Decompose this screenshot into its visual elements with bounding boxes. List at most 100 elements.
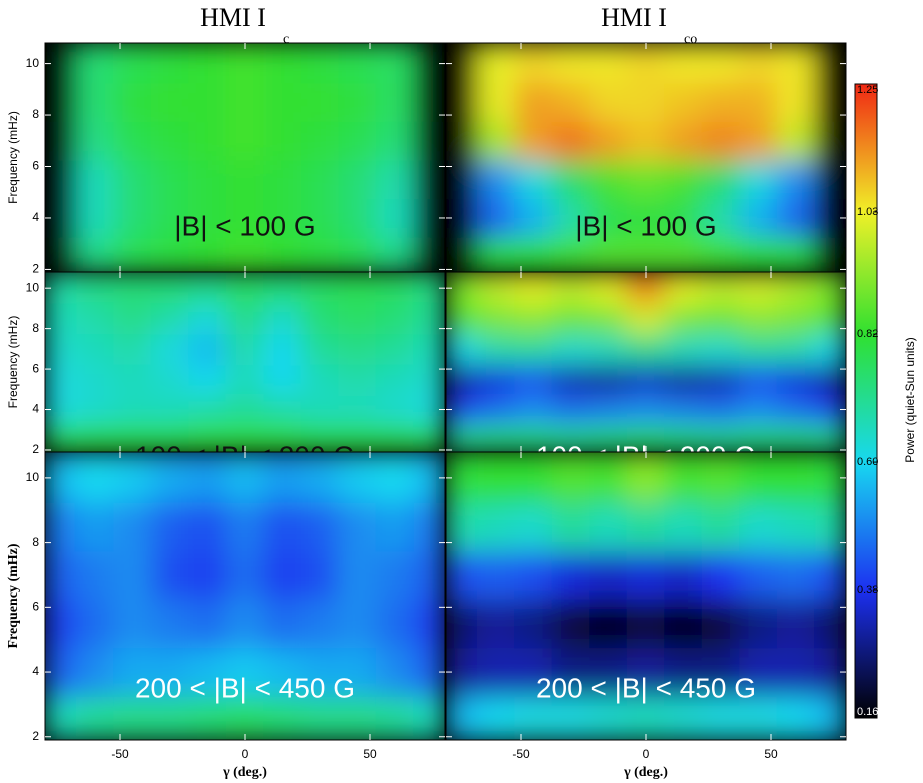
heat-cell [589, 236, 628, 272]
y-tick-label: 6 [32, 361, 39, 375]
heat-cell [551, 272, 591, 304]
heat-cell [701, 198, 741, 238]
heat-cell [476, 647, 516, 697]
heat-cell [300, 550, 340, 600]
heat-cell [626, 159, 666, 200]
heat-cell [701, 550, 741, 600]
heat-cell [701, 272, 741, 304]
heat-cell [113, 120, 152, 161]
heat-cell [150, 302, 190, 335]
heat-cell [375, 43, 415, 84]
heat-cell [589, 82, 628, 122]
heat-cell [188, 647, 227, 697]
y-tick-label: 4 [32, 664, 39, 678]
heat-cell [375, 550, 415, 600]
heat-cell [664, 198, 703, 238]
heat-cell [551, 695, 591, 740]
heat-cell [75, 120, 115, 161]
x-axis-label: γ (deg.) [623, 765, 668, 780]
heat-cell [446, 424, 478, 452]
heat-cell [626, 302, 666, 335]
heat-cell [664, 452, 703, 503]
heat-cell [739, 695, 778, 740]
heat-cell [188, 82, 227, 122]
panel-label: |B| < 100 G [174, 210, 315, 241]
heat-cell [589, 598, 628, 649]
heat-cell [375, 198, 415, 238]
heat-cell [589, 501, 628, 552]
heat-cell [776, 501, 816, 552]
heat-cell [45, 272, 77, 304]
heat-cell [776, 393, 816, 426]
heat-cell [225, 43, 265, 84]
heat-cell [188, 43, 227, 84]
heat-cell [263, 550, 302, 600]
heat-cell [375, 159, 415, 200]
heat-cell [113, 695, 152, 740]
heat-cell [113, 598, 152, 649]
heat-cell [300, 120, 340, 161]
heat-cell [338, 272, 377, 304]
y-tick-label: 8 [32, 321, 39, 335]
heat-cell [701, 695, 741, 740]
y-tick-label: 6 [32, 159, 39, 173]
heat-cell [263, 424, 302, 452]
heat-cell [338, 393, 377, 426]
heat-cell [701, 82, 741, 122]
heat-cell [776, 598, 816, 649]
heat-cell [589, 393, 628, 426]
heat-cell [514, 598, 553, 649]
heat-cell [338, 363, 377, 395]
heat-cell [300, 452, 340, 503]
heat-cell [446, 363, 478, 395]
y-tick-label: 8 [32, 535, 39, 549]
heat-cell [739, 647, 778, 697]
heat-cell [664, 333, 703, 365]
heatmap [446, 272, 846, 452]
heat-cell [814, 695, 846, 740]
heat-cell [701, 363, 741, 395]
heat-cell [263, 159, 302, 200]
heat-cell [263, 501, 302, 552]
heat-cell [225, 695, 265, 740]
heat-cell [446, 333, 478, 365]
heat-cell [263, 236, 302, 272]
heat-cell [476, 198, 516, 238]
y-axis-label: Frequency (mHz) [6, 543, 21, 648]
heat-cell [626, 333, 666, 365]
y-tick-label: 10 [26, 56, 40, 70]
heat-cell [338, 452, 377, 503]
heat-cell [626, 501, 666, 552]
x-tick-label: 50 [764, 747, 778, 761]
heat-cell [739, 501, 778, 552]
heat-cell [413, 333, 445, 365]
heat-cell [626, 363, 666, 395]
heat-cell [514, 501, 553, 552]
heat-cell [338, 333, 377, 365]
heat-cell [814, 302, 846, 335]
x-axis-label: γ (deg.) [222, 765, 267, 780]
colorbar-tick-label: 1.25 [857, 84, 878, 96]
heat-cell [664, 82, 703, 122]
y-tick-label: 10 [26, 470, 40, 484]
heat-cell [300, 272, 340, 304]
heat-cell [476, 82, 516, 122]
panel [446, 272, 846, 452]
heat-cell [150, 333, 190, 365]
heat-cell [739, 159, 778, 200]
heat-cell [75, 452, 115, 503]
heat-cell [300, 363, 340, 395]
heat-cell [476, 43, 516, 84]
heat-cell [300, 43, 340, 84]
heat-cell [664, 501, 703, 552]
heat-cell [75, 695, 115, 740]
heat-cell [701, 302, 741, 335]
heat-cell [113, 236, 152, 272]
heat-cell [626, 393, 666, 426]
heat-cell [150, 272, 190, 304]
heat-cell [263, 82, 302, 122]
heat-cell [814, 272, 846, 304]
heat-cell [375, 598, 415, 649]
heat-cell [589, 43, 628, 84]
heat-cell [263, 333, 302, 365]
